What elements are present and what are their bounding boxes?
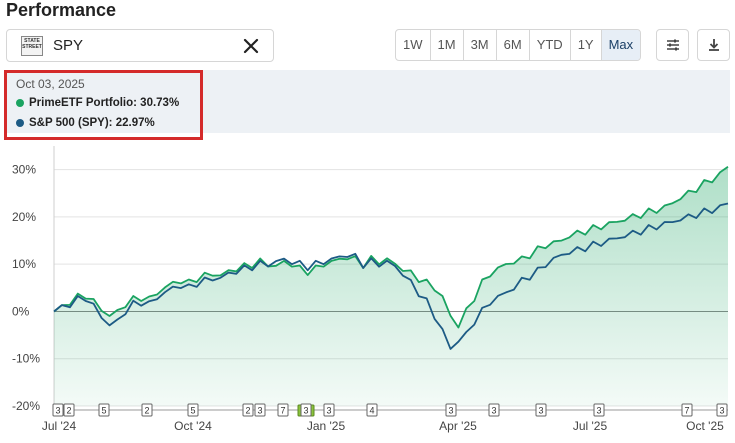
ticker-search[interactable]: STATE STREET SPY [6,29,274,62]
time-range-selector: 1W 1M 3M 6M YTD 1Y Max [395,29,642,61]
event-marker [98,403,110,417]
page-title: Performance [6,0,117,20]
event-marker-label: 3 [55,406,60,416]
tooltip-date: Oct 03, 2025 [16,77,85,91]
event-marker [535,403,547,417]
range-3m[interactable]: 3M [464,30,497,60]
portfolio-area [54,166,728,406]
x-tick-label: Jul '25 [573,419,608,433]
range-1m[interactable]: 1M [431,30,464,60]
fund-logo: STATE STREET [21,36,43,56]
x-tick-label: Apr '25 [439,419,477,433]
event-marker [366,403,378,417]
series-line-spy [53,202,729,350]
performance-chart-svg[interactable]: 30%20%10%0%-10%-20% 3 2 5 2 5 2 3 7 3 3 4 3 3 3 3 7 3Jul … [0,138,735,443]
y-tick-label: -20% [12,399,40,413]
y-tick-label: 30% [12,163,36,177]
x-tick-label: Oct '24 [174,419,212,433]
event-marker [716,403,728,417]
spy-dot [16,119,24,127]
event-marker [277,403,289,417]
event-marker [242,403,254,417]
event-marker-label: 2 [66,406,71,416]
x-tick-label: Oct '25 [686,419,724,433]
y-tick-label: 10% [12,257,36,271]
series-line-portfolio [53,166,729,329]
event-marker-label: 7 [684,406,689,416]
portfolio-dot [16,99,24,107]
event-marker-label: 2 [245,406,250,416]
x-tick-label: Jan '25 [307,419,346,433]
range-1y[interactable]: 1Y [571,30,602,60]
event-marker-label: 5 [101,406,106,416]
download-button[interactable] [697,29,730,61]
event-marker-label: 3 [257,406,262,416]
event-marker-label: 3 [719,406,724,416]
tooltip-spy-value: S&P 500 (SPY): 22.97% [29,117,155,129]
range-ytd[interactable]: YTD [530,30,571,60]
event-marker [254,403,266,417]
event-marker [63,403,75,417]
event-marker [488,403,500,417]
y-tick-label: 0% [12,304,30,318]
x-tick-label: Jul '24 [42,419,77,433]
tooltip-band [6,70,730,133]
event-marker-label: 3 [326,406,331,416]
event-marker [300,403,312,417]
range-6m[interactable]: 6M [497,30,530,60]
sliders-icon [667,39,679,51]
event-marker-label: 3 [596,406,601,416]
event-marker-label: 3 [491,406,496,416]
y-tick-label: 20% [12,210,36,224]
event-marker-label: 3 [538,406,543,416]
y-tick-label: -10% [12,352,40,366]
download-icon [709,39,719,51]
highlighted-tooltip [4,70,203,140]
event-marker-label: 2 [144,406,149,416]
event-marker-label: 7 [280,406,285,416]
tooltip-row-spy: S&P 500 (SPY): 22.97% [16,117,155,129]
event-marker [141,403,153,417]
ticker-input[interactable]: SPY [53,37,84,54]
event-marker-label: 3 [448,406,453,416]
event-marker [187,403,199,417]
close-icon[interactable] [241,36,261,56]
event-marker-label: 4 [369,406,374,416]
tooltip-row-portfolio: PrimeETF Portfolio: 30.73% [16,97,179,109]
chart-settings-button[interactable] [656,29,689,61]
event-marker [593,403,605,417]
event-marker [681,403,693,417]
event-marker [323,403,335,417]
event-marker [445,403,457,417]
range-1w[interactable]: 1W [396,30,431,60]
performance-chart[interactable]: 30% 20% 10% 0% -10% -20% 3 2 5 2 5 2 3 7 3 3 4 3 3 3 3 7 3 Jul … [0,138,735,443]
tooltip-portfolio-value: PrimeETF Portfolio: 30.73% [29,97,180,109]
range-max[interactable]: Max [601,30,641,60]
event-marker-label: 3 [303,406,308,416]
event-marker-label: 5 [190,406,195,416]
event-marker [52,403,64,417]
